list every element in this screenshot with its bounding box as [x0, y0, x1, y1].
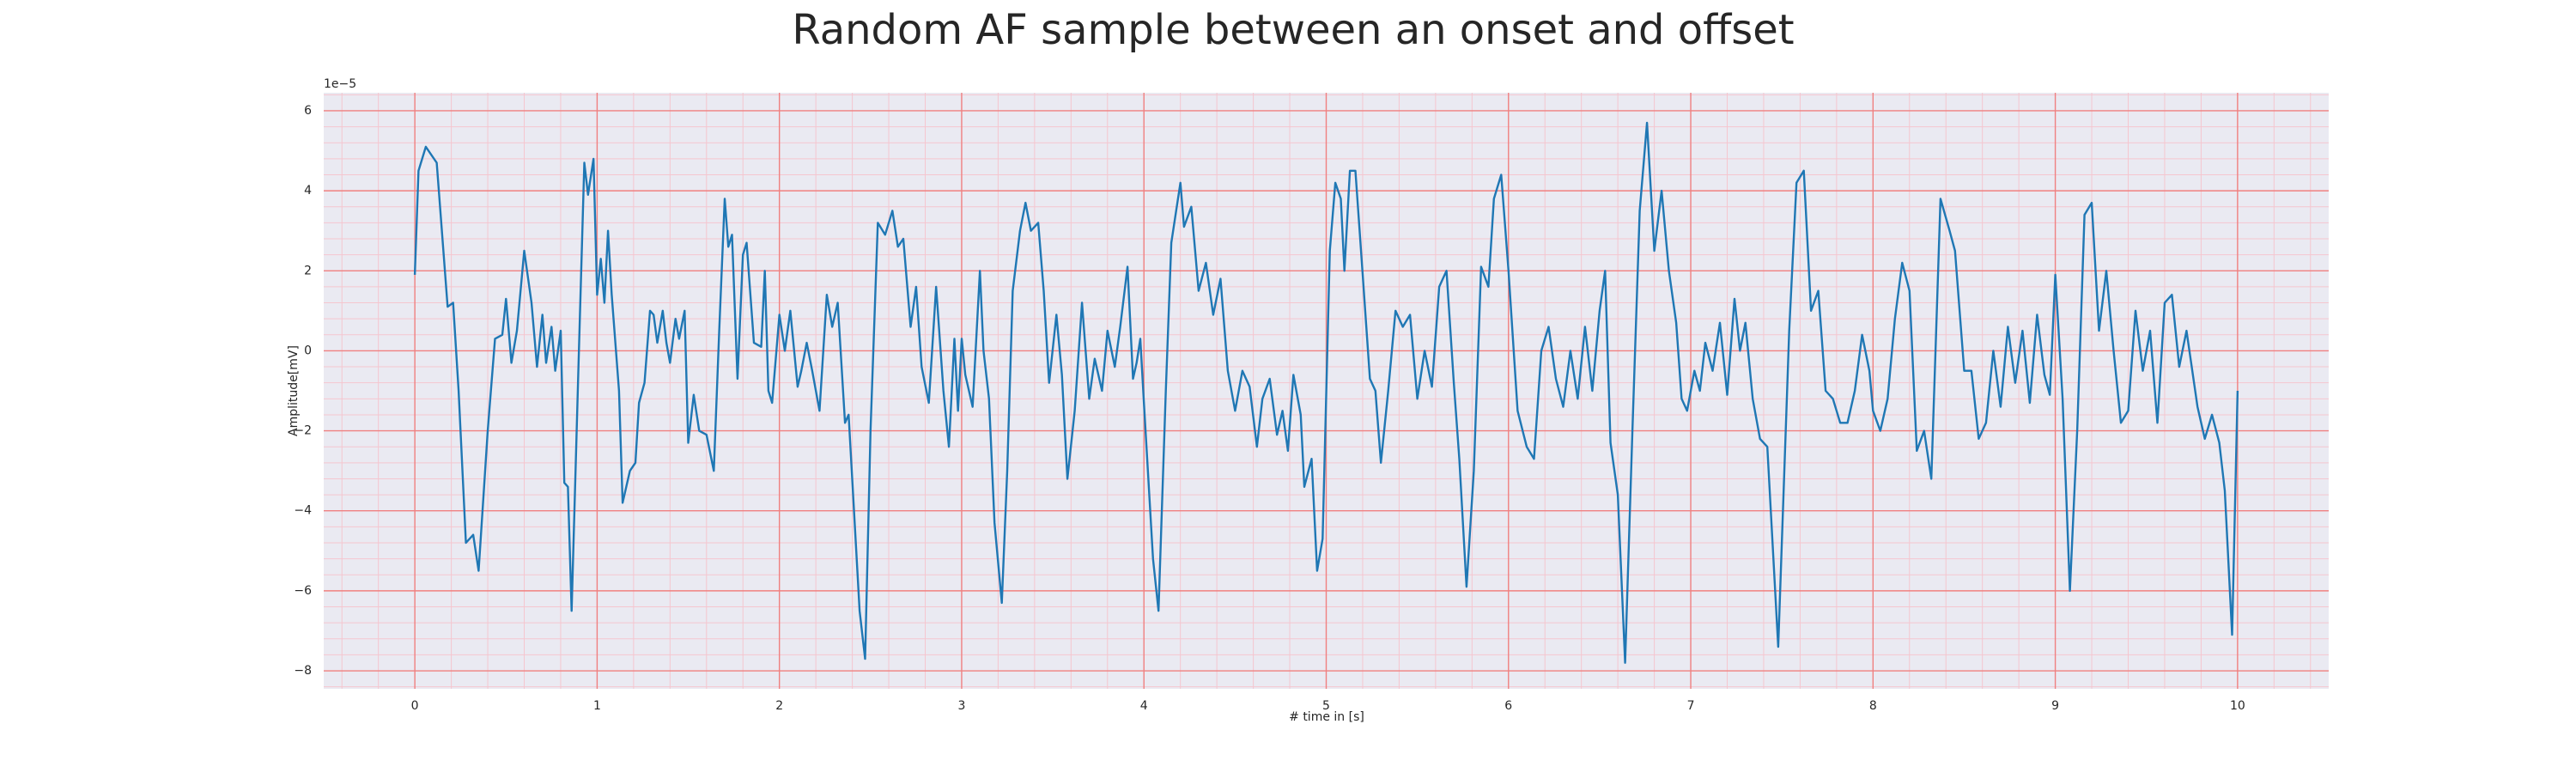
signal-line — [413, 121, 2239, 664]
y-tick-label: −6 — [294, 584, 312, 598]
x-axis-label: # time in [s] — [1289, 710, 1364, 724]
x-tick-label: 5 — [1322, 699, 1330, 713]
x-tick-label: 9 — [2051, 699, 2059, 713]
y-tick-label: −8 — [294, 664, 312, 678]
x-tick-label: 2 — [775, 699, 783, 713]
x-tick-label: 0 — [411, 699, 419, 713]
x-tick-label: 10 — [2230, 699, 2245, 713]
x-tick-label: 3 — [957, 699, 965, 713]
y-tick-label: 2 — [304, 264, 312, 277]
y-axis-label: Amplitude[mV] — [287, 345, 301, 436]
x-tick-label: 6 — [1504, 699, 1512, 713]
x-tick-label: 1 — [593, 699, 601, 713]
y-tick-label: −2 — [294, 424, 312, 438]
y-tick-label: 6 — [304, 104, 312, 118]
y-offset-label: 1e−5 — [324, 77, 356, 91]
y-tick-label: 4 — [304, 184, 312, 198]
y-tick-label: −4 — [294, 504, 312, 518]
chart-title: Random AF sample between an onset and of… — [792, 6, 1794, 54]
y-tick-label: 0 — [304, 344, 312, 357]
x-tick-label: 8 — [1869, 699, 1877, 713]
x-tick-label: 4 — [1140, 699, 1148, 713]
x-tick-label: 7 — [1687, 699, 1695, 713]
